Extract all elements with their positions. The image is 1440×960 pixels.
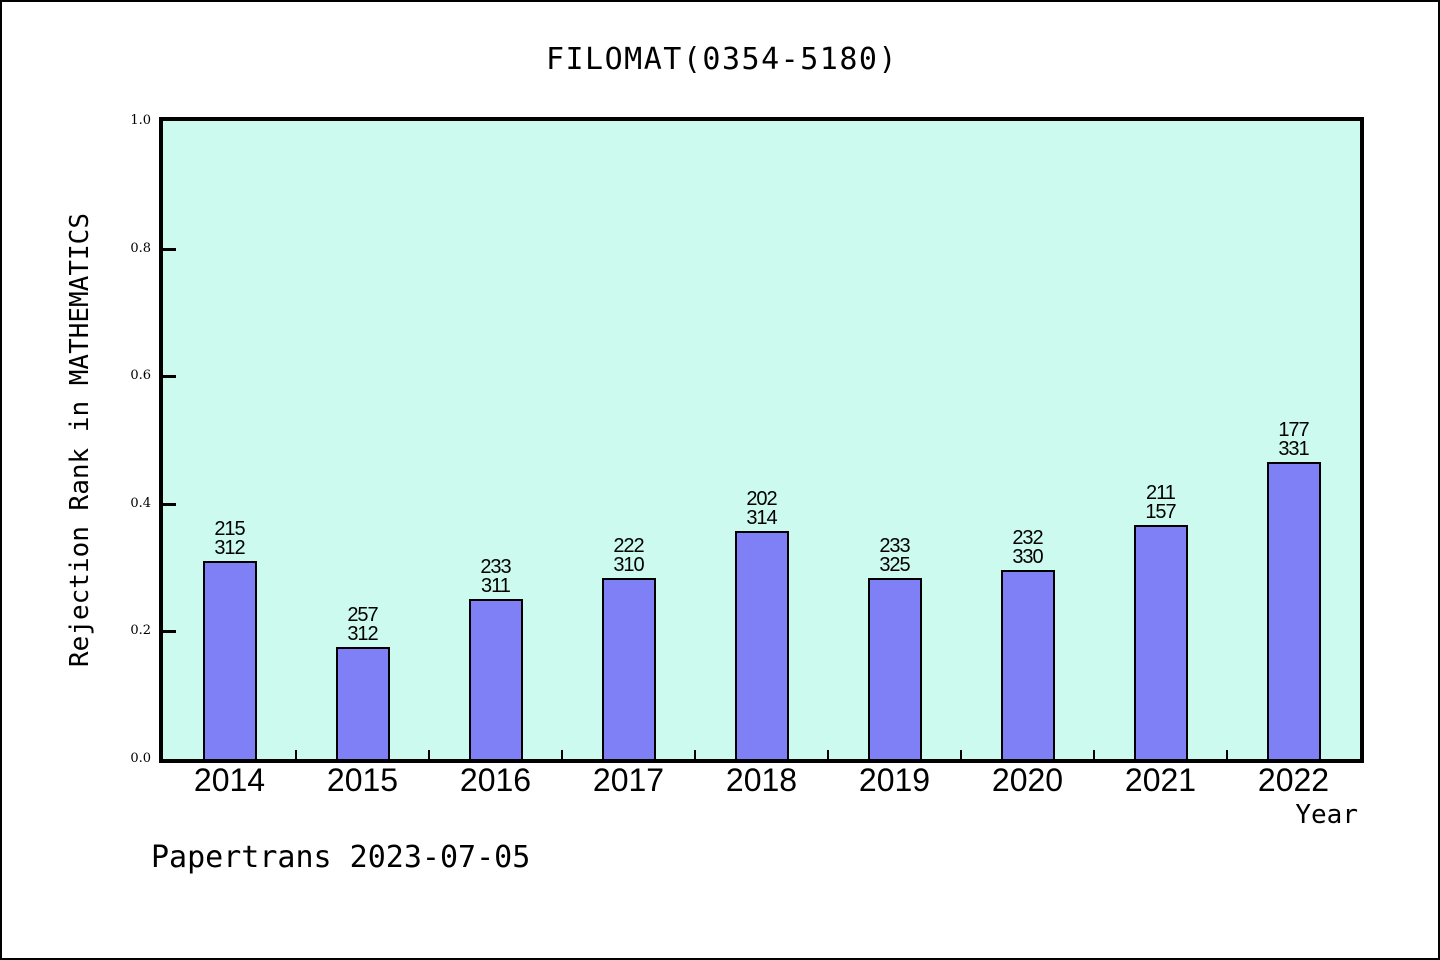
x-axis-tick-label: 2022 xyxy=(1257,762,1330,798)
bar-2017 xyxy=(602,578,656,759)
y-axis-tick-label: 0.2 xyxy=(130,623,151,638)
x-axis-title: Year xyxy=(1295,800,1358,830)
x-axis-minor-tick xyxy=(827,750,829,759)
x-axis-tick-label: 2020 xyxy=(991,762,1064,798)
x-axis-tick-label: 2019 xyxy=(858,762,931,798)
chart-title: FILOMAT(0354-5180) xyxy=(545,42,899,77)
bar-value-label-2021: 211 157 xyxy=(1145,482,1176,523)
y-axis-tick-label: 0.8 xyxy=(130,241,151,256)
bar-2019 xyxy=(868,578,922,759)
bar-value-label-2018: 202 314 xyxy=(746,488,777,529)
x-axis-tick-label: 2021 xyxy=(1124,762,1197,798)
y-axis-tick xyxy=(163,375,176,378)
x-axis-tick-label: 2014 xyxy=(193,762,266,798)
plot-area: 215 312 257 312 233 311 222 310 202 314 233 325 232 3… xyxy=(159,117,1364,763)
bar-2020 xyxy=(1001,570,1055,759)
bar-2018 xyxy=(735,531,789,759)
y-axis-tick-label: 0.6 xyxy=(130,368,151,383)
bar-value-label-2016: 233 311 xyxy=(480,556,511,597)
x-axis-minor-tick xyxy=(1093,750,1095,759)
bar-2021 xyxy=(1134,525,1188,759)
x-axis-tick-labels: 2014 2015 2016 2017 2018 2019 2020 2021 2022 xyxy=(163,764,1360,800)
y-axis-tick-label: 0.4 xyxy=(130,496,151,511)
x-axis-tick-label: 2017 xyxy=(592,762,665,798)
x-axis-minor-tick xyxy=(295,750,297,759)
x-axis-tick-label: 2016 xyxy=(459,762,532,798)
bar-2014 xyxy=(203,561,257,759)
bar-2022 xyxy=(1267,462,1321,759)
x-axis-minor-tick xyxy=(960,750,962,759)
x-axis-minor-tick xyxy=(694,750,696,759)
x-axis-minor-tick xyxy=(1226,750,1228,759)
bar-value-label-2022: 177 331 xyxy=(1278,419,1309,460)
y-axis-tick xyxy=(163,503,176,506)
x-axis-minor-tick xyxy=(561,750,563,759)
bar-value-label-2015: 257 312 xyxy=(347,604,378,645)
bar-value-label-2020: 232 330 xyxy=(1012,527,1043,568)
y-axis-tick-label: 1.0 xyxy=(130,113,151,128)
y-axis-tick-label: 0.0 xyxy=(130,751,151,766)
x-axis-tick-label: 2018 xyxy=(725,762,798,798)
x-axis-tick-label: 2015 xyxy=(326,762,399,798)
bar-value-label-2019: 233 325 xyxy=(879,535,910,576)
bar-value-label-2014: 215 312 xyxy=(214,518,245,559)
y-axis-tick-labels: 0.0 0.2 0.4 0.6 0.8 1.0 xyxy=(2,113,155,766)
bar-2015 xyxy=(336,647,390,759)
y-axis-tick xyxy=(163,248,176,251)
x-axis-minor-tick xyxy=(428,750,430,759)
bar-2016 xyxy=(469,599,523,759)
bar-value-label-2017: 222 310 xyxy=(613,535,644,576)
watermark-text: Papertrans 2023-07-05 xyxy=(151,840,531,875)
y-axis-tick xyxy=(163,630,176,633)
